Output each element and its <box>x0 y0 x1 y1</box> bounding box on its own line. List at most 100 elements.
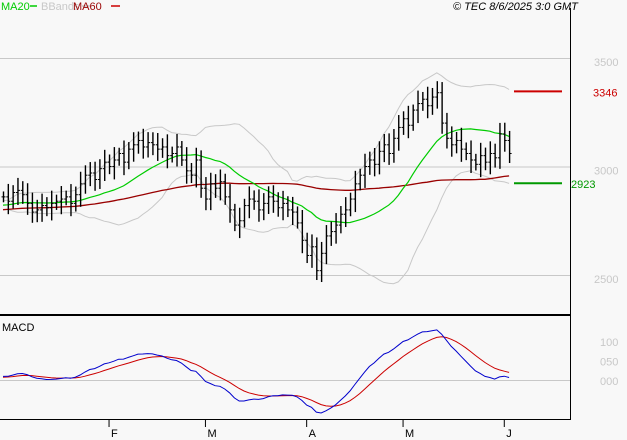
ma60-line <box>2 175 510 211</box>
ohlc-bar <box>416 90 421 124</box>
ohlc-bar <box>271 185 276 213</box>
ohlc-bar <box>54 194 59 210</box>
ohlc-bar <box>478 142 483 178</box>
ohlc-bar <box>237 207 242 239</box>
ohlc-bar <box>15 177 20 205</box>
ohlc-bar <box>199 150 204 198</box>
ohlc-bar <box>411 104 416 131</box>
ohlc-bar <box>117 147 122 166</box>
axes: 3500 3000 2500 100 050 000 F M A M J 3346 2923 <box>108 57 618 440</box>
ohlc-bar <box>112 147 117 180</box>
gridlines <box>0 58 570 381</box>
ohlc-bar <box>11 185 16 209</box>
ohlc-bar <box>391 129 396 163</box>
ohlc-bar <box>483 147 488 171</box>
ohlc-bar <box>35 199 40 223</box>
ohlc-bar <box>334 213 339 244</box>
month-label: J <box>506 428 512 440</box>
ohlc-bar <box>488 141 493 175</box>
price-tick-label: 3000 <box>594 166 618 178</box>
copyright: © TEC 8/6/2025 3:0 GMT <box>453 1 579 13</box>
ohlc-bar <box>150 132 155 156</box>
ohlc-bar <box>281 190 286 221</box>
ohlc-bar <box>194 147 199 188</box>
ohlc-bar <box>329 221 334 246</box>
ohlc-bar <box>247 186 252 219</box>
ohlc-bar <box>300 209 305 254</box>
ohlc-bar <box>449 126 454 157</box>
ohlc-bar <box>401 111 406 135</box>
ohlc-bar <box>444 112 449 149</box>
price-tick-label: 2500 <box>594 274 618 286</box>
ohlc-bar <box>88 162 93 187</box>
macd-tick-label: 100 <box>600 337 618 349</box>
ohlc-bar <box>40 193 45 222</box>
legend-ma20: MA20 <box>1 1 30 13</box>
ohlc-bar <box>20 181 25 204</box>
ohlc-bar <box>1 191 6 203</box>
macd-tick-label: 000 <box>600 376 618 388</box>
ohlc-bar <box>285 196 290 218</box>
ohlc-bar <box>228 184 233 223</box>
ohlc-bar <box>44 197 49 217</box>
legend: MA20 BBands MA60 <box>1 1 120 13</box>
macd-line <box>2 329 510 414</box>
ohlc-bar <box>309 234 314 268</box>
ma20-line <box>2 128 510 224</box>
ohlc-bar <box>6 183 11 215</box>
ohlc-bar <box>49 190 54 221</box>
month-label: M <box>207 428 216 440</box>
ohlc-bar <box>348 192 353 217</box>
ohlc-bar <box>430 87 435 115</box>
ohlc-bar <box>507 130 512 164</box>
ohlc-bar <box>59 186 64 215</box>
ohlc-bar <box>73 186 78 212</box>
ohlc-bar <box>358 168 363 191</box>
level-label: 3346 <box>593 87 617 99</box>
ohlc-bar <box>372 147 377 177</box>
month-label: M <box>405 428 414 440</box>
ohlc-bar <box>261 193 266 221</box>
ohlc-bar <box>189 162 194 184</box>
ohlc-bar <box>252 190 257 210</box>
ohlc-bar <box>497 122 502 169</box>
ohlc-bar <box>242 198 247 228</box>
ohlc-bar <box>459 127 464 162</box>
ohlc-bar <box>420 91 425 111</box>
plot-area <box>1 72 562 414</box>
ohlc-bar <box>93 161 98 191</box>
ohlc-bar <box>146 132 151 158</box>
ohlc-bar <box>425 86 430 119</box>
ohlc-bar <box>454 131 459 154</box>
ohlc-bar <box>502 122 507 152</box>
ohlc-bar <box>382 133 387 163</box>
ohlc-bar <box>208 172 213 211</box>
bband-upper <box>2 72 510 202</box>
ohlc-bar <box>175 133 180 167</box>
ohlc-bar <box>406 105 411 139</box>
ohlc-bar <box>363 153 367 188</box>
ohlc-bar <box>314 237 319 281</box>
ohlc-bar <box>353 170 358 213</box>
level-label: 2923 <box>571 179 595 191</box>
ohlc-bar <box>473 153 478 171</box>
month-label: A <box>309 428 317 440</box>
ohlc-bar <box>68 184 73 217</box>
ohlc-bar <box>184 147 189 184</box>
ohlc-bar <box>203 177 208 211</box>
ohlc-bar <box>131 132 136 162</box>
ohlc-bar <box>126 142 131 170</box>
macd-label: MACD <box>2 322 34 334</box>
legend-bbands: BBands <box>41 1 80 13</box>
ohlc-bar <box>136 131 141 154</box>
ohlc-bar <box>107 154 112 175</box>
ohlc-bar <box>25 183 30 215</box>
bband-lower <box>2 170 510 285</box>
ohlc-bar <box>343 197 348 228</box>
ohlc-bar <box>165 134 170 169</box>
ohlc-bar <box>295 206 300 229</box>
ohlc-bar <box>440 82 445 134</box>
ohlc-bar <box>435 81 440 109</box>
ohlc-bar <box>64 190 69 206</box>
